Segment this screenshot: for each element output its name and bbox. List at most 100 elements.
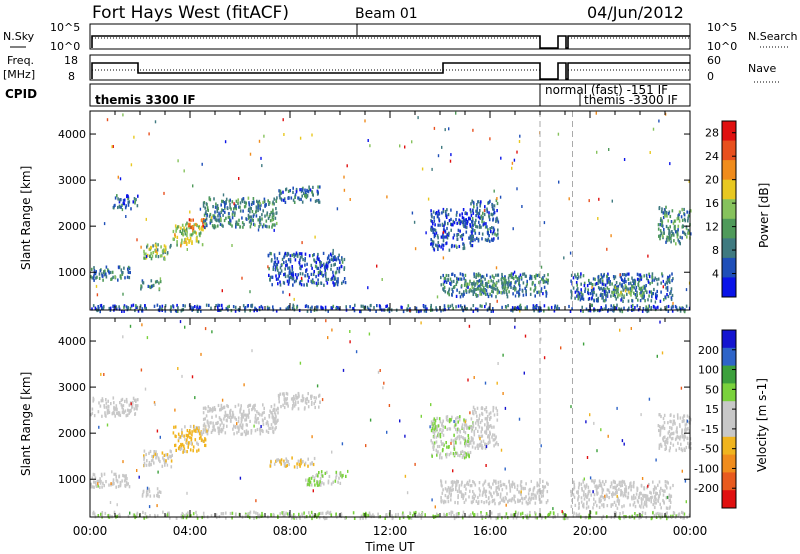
data-cell <box>442 428 444 432</box>
data-cell <box>506 292 508 296</box>
data-cell <box>516 187 518 191</box>
data-cell <box>311 400 313 404</box>
data-cell <box>417 310 420 314</box>
data-cell <box>110 277 112 281</box>
data-cell <box>241 426 244 430</box>
data-cell <box>177 432 180 436</box>
data-cell <box>163 458 165 462</box>
data-cell <box>461 212 463 216</box>
data-cell <box>665 237 668 241</box>
data-cell <box>311 513 314 517</box>
data-cell <box>175 434 177 439</box>
data-cell <box>331 276 333 280</box>
data-cell <box>458 290 461 295</box>
data-cell <box>436 512 438 516</box>
data-cell <box>491 495 493 499</box>
data-cell <box>464 437 467 441</box>
data-cell <box>176 240 178 244</box>
data-cell <box>621 277 623 282</box>
data-cell <box>652 127 655 131</box>
data-cell <box>279 196 281 200</box>
data-cell <box>462 218 465 222</box>
data-cell <box>440 283 443 287</box>
data-cell <box>314 235 316 239</box>
data-cell <box>445 214 448 218</box>
data-cell <box>279 307 282 311</box>
data-cell <box>476 225 479 229</box>
data-cell <box>585 506 588 510</box>
data-cell <box>515 306 518 311</box>
data-cell <box>522 486 525 490</box>
data-cell <box>441 456 443 460</box>
data-cell <box>570 279 572 283</box>
data-cell <box>629 287 631 291</box>
data-cell <box>475 275 477 279</box>
data-cell <box>469 288 471 292</box>
data-cell <box>453 244 456 248</box>
data-cell <box>496 493 498 497</box>
data-cell <box>124 409 127 413</box>
data-cell <box>430 423 433 427</box>
data-cell <box>174 309 177 313</box>
freq-label: Freq. <box>7 54 34 67</box>
data-cell <box>646 497 649 501</box>
data-cell <box>639 299 642 303</box>
data-cell <box>477 215 480 219</box>
data-cell <box>280 269 283 273</box>
data-cell <box>115 307 118 311</box>
data-cell <box>344 281 347 285</box>
data-cell <box>181 428 183 432</box>
data-cell <box>472 422 474 426</box>
data-cell <box>146 243 149 247</box>
data-cell <box>220 203 222 207</box>
data-cell <box>606 488 609 492</box>
data-cell <box>452 306 454 311</box>
data-cell <box>439 427 442 432</box>
data-cell <box>299 280 302 284</box>
data-cell <box>467 425 469 429</box>
data-cell <box>557 513 559 517</box>
data-cell <box>442 287 444 291</box>
data-cell <box>118 266 120 270</box>
data-cell <box>550 305 553 310</box>
data-cell <box>288 293 291 297</box>
data-cell <box>239 209 242 213</box>
data-cell <box>611 494 614 498</box>
data-cell <box>491 500 494 504</box>
data-cell <box>450 451 452 455</box>
power-colorbar-label: Power [dB] <box>757 183 771 248</box>
data-cell <box>93 278 95 282</box>
data-cell <box>316 255 319 259</box>
data-cell <box>175 516 178 520</box>
data-cell <box>93 473 96 477</box>
data-cell <box>101 474 103 478</box>
data-cell <box>577 297 580 301</box>
data-cell <box>118 474 121 478</box>
data-cell <box>225 413 227 417</box>
data-cell <box>282 190 284 194</box>
data-cell <box>669 236 671 240</box>
data-cell <box>677 436 680 440</box>
data-cell <box>653 499 655 503</box>
data-cell <box>232 427 234 431</box>
data-cell <box>268 225 270 229</box>
data-cell <box>480 214 483 218</box>
data-cell <box>543 309 545 313</box>
data-cell <box>441 211 443 215</box>
data-cell <box>266 421 269 425</box>
data-cell <box>430 303 432 308</box>
data-cell <box>105 405 108 409</box>
data-cell <box>127 200 130 204</box>
data-cell <box>637 298 639 302</box>
data-cell <box>284 200 287 204</box>
data-cell <box>298 462 301 467</box>
data-cell <box>484 408 486 412</box>
data-cell <box>471 285 474 289</box>
data-cell <box>107 514 109 518</box>
data-cell <box>482 275 485 279</box>
data-cell <box>198 232 201 236</box>
data-cell <box>528 488 530 492</box>
data-cell <box>436 427 438 431</box>
data-cell <box>310 263 313 267</box>
data-cell <box>318 393 321 397</box>
